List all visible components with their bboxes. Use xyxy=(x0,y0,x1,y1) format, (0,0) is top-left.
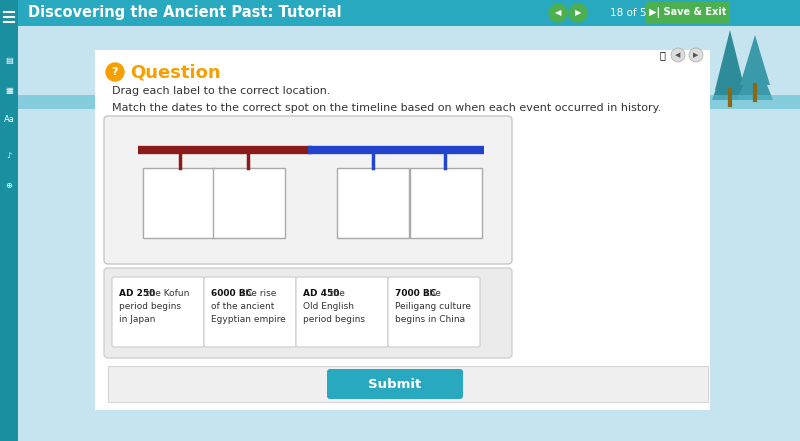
FancyBboxPatch shape xyxy=(0,0,18,441)
Circle shape xyxy=(106,63,124,81)
Text: of the ancient: of the ancient xyxy=(211,302,274,311)
Circle shape xyxy=(689,48,703,62)
FancyBboxPatch shape xyxy=(112,277,204,347)
Text: ▶: ▶ xyxy=(694,52,698,58)
Polygon shape xyxy=(712,50,748,100)
Text: ◀: ◀ xyxy=(554,8,562,18)
Text: Question: Question xyxy=(130,63,221,81)
Text: ▦: ▦ xyxy=(5,86,13,94)
Text: the: the xyxy=(327,289,345,298)
Text: begins in China: begins in China xyxy=(395,315,465,324)
Text: AD 450: AD 450 xyxy=(303,289,339,298)
FancyBboxPatch shape xyxy=(296,277,388,347)
Text: the rise: the rise xyxy=(239,289,276,298)
FancyBboxPatch shape xyxy=(410,168,482,238)
FancyBboxPatch shape xyxy=(104,268,512,358)
Polygon shape xyxy=(715,30,745,90)
FancyBboxPatch shape xyxy=(143,168,215,238)
Text: Aa: Aa xyxy=(3,116,14,124)
Text: Drag each label to the correct location.: Drag each label to the correct location. xyxy=(112,86,330,96)
Text: ?: ? xyxy=(112,67,118,77)
FancyBboxPatch shape xyxy=(213,168,285,238)
Text: 6000 BC: 6000 BC xyxy=(211,289,252,298)
Polygon shape xyxy=(740,35,770,85)
FancyBboxPatch shape xyxy=(327,369,463,399)
FancyBboxPatch shape xyxy=(0,0,800,26)
Text: Submit: Submit xyxy=(368,377,422,390)
FancyBboxPatch shape xyxy=(646,2,730,24)
Text: period begins: period begins xyxy=(303,315,365,324)
FancyBboxPatch shape xyxy=(388,277,480,347)
FancyBboxPatch shape xyxy=(104,116,512,264)
Text: 🔊: 🔊 xyxy=(660,50,666,60)
Text: ▶: ▶ xyxy=(574,8,582,18)
FancyBboxPatch shape xyxy=(18,26,800,441)
Circle shape xyxy=(569,4,587,22)
Text: ◀: ◀ xyxy=(675,52,681,58)
Text: ▶| Save & Exit: ▶| Save & Exit xyxy=(650,7,726,19)
Text: 18 of 53: 18 of 53 xyxy=(610,8,653,18)
Text: period begins: period begins xyxy=(119,302,181,311)
Text: Peiligang culture: Peiligang culture xyxy=(395,302,471,311)
Text: the Kofun: the Kofun xyxy=(143,289,190,298)
FancyBboxPatch shape xyxy=(95,50,710,410)
Text: Discovering the Ancient Past: Tutorial: Discovering the Ancient Past: Tutorial xyxy=(28,5,342,20)
Text: in Japan: in Japan xyxy=(119,315,155,324)
FancyBboxPatch shape xyxy=(108,366,708,402)
Text: ▤: ▤ xyxy=(5,56,13,64)
Text: Old English: Old English xyxy=(303,302,354,311)
Polygon shape xyxy=(737,55,773,100)
Circle shape xyxy=(671,48,685,62)
Text: 7000 BC: 7000 BC xyxy=(395,289,436,298)
FancyBboxPatch shape xyxy=(18,95,800,109)
Text: AD 250: AD 250 xyxy=(119,289,155,298)
FancyBboxPatch shape xyxy=(337,168,409,238)
Text: Match the dates to the correct spot on the timeline based on when each event occ: Match the dates to the correct spot on t… xyxy=(112,103,662,113)
Text: the: the xyxy=(423,289,441,298)
Text: ⊕: ⊕ xyxy=(6,180,13,190)
Text: ♪: ♪ xyxy=(6,150,12,160)
Circle shape xyxy=(549,4,567,22)
Text: Egyptian empire: Egyptian empire xyxy=(211,315,286,324)
FancyBboxPatch shape xyxy=(204,277,296,347)
